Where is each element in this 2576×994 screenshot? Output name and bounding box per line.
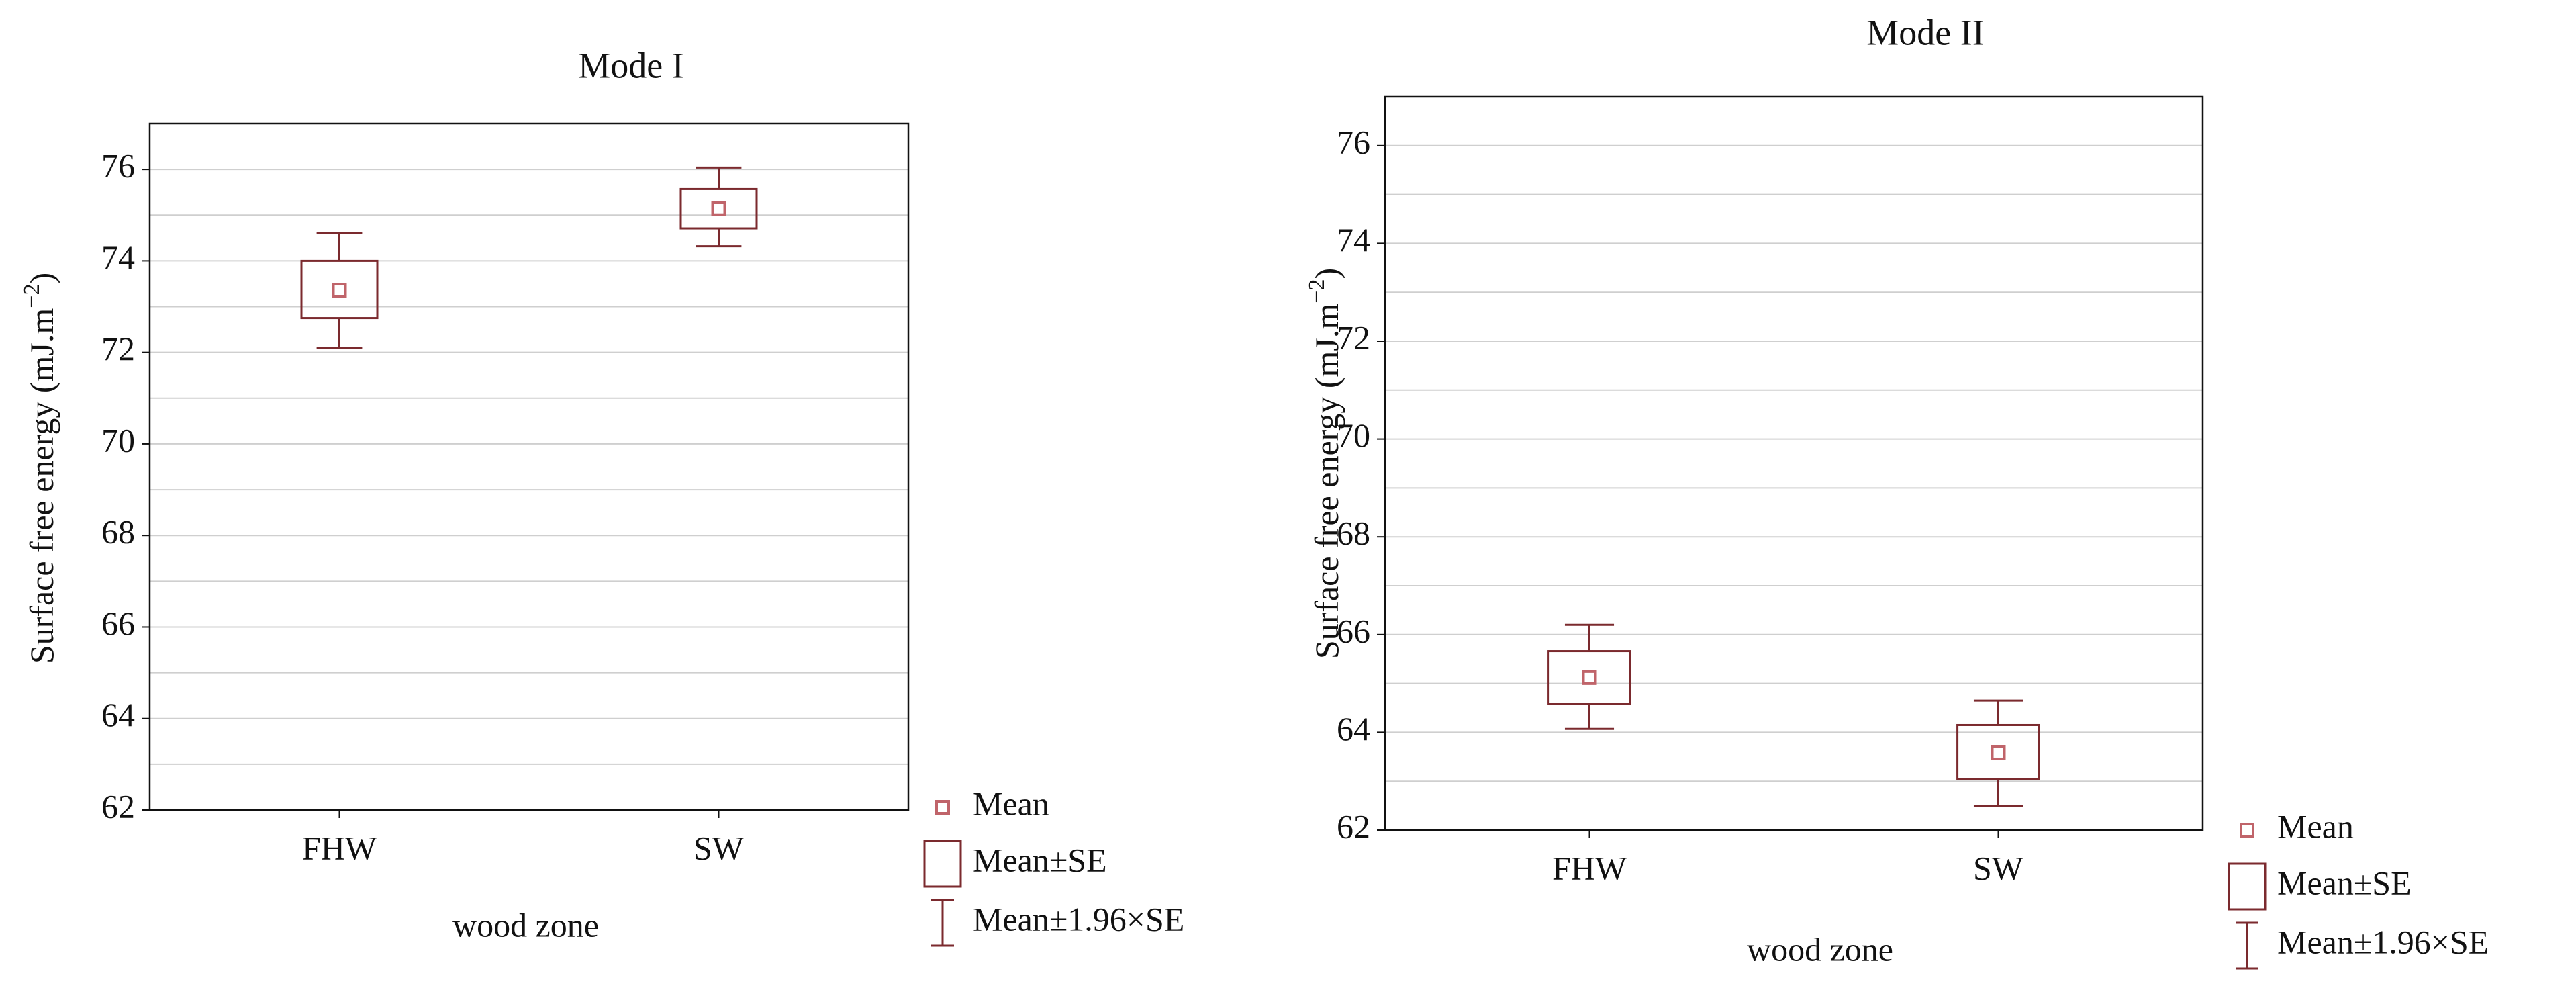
y-tick-label: 68 <box>101 513 135 551</box>
y-axis-label-sup: −2 <box>1304 279 1329 304</box>
mean-marker <box>1991 745 2006 760</box>
chart: Mode I 62 64 66 68 70 72 74 76 FHW SW wood zone Surf… <box>19 45 1184 947</box>
x-tick-label: FHW <box>302 829 377 866</box>
y-axis-label-end: ) <box>1308 268 1345 279</box>
y-tick-label: 64 <box>101 696 135 733</box>
y-tick-label: 66 <box>1337 612 1370 649</box>
whisker <box>316 232 363 349</box>
legend-se-box <box>2228 862 2267 911</box>
y-axis-label: Surface free energy (mJ.m−2) <box>19 273 61 664</box>
x-axis-label: wood zone <box>452 906 599 944</box>
mean-marker <box>1582 670 1597 685</box>
y-axis-label-end: ) <box>23 273 60 284</box>
y-tick-label: 66 <box>101 604 135 642</box>
y-axis-label-sup: −2 <box>19 284 44 308</box>
y-tick-label: 72 <box>1337 318 1370 356</box>
y-tick-label: 76 <box>1337 123 1370 161</box>
y-tick-label: 64 <box>1337 710 1370 748</box>
se-box <box>1547 650 1631 705</box>
legend-label: Mean±1.96×SE <box>2277 923 2489 960</box>
y-tick-label: 62 <box>1337 807 1370 845</box>
legend-label: Mean±SE <box>2277 864 2412 901</box>
chart-title: Mode I <box>578 45 683 85</box>
mean-marker <box>711 201 726 216</box>
y-axis-label-text: Surface free energy (mJ.m <box>23 308 60 664</box>
se-box <box>300 259 379 320</box>
whisker <box>696 166 742 248</box>
y-tick-label: 74 <box>1337 221 1370 259</box>
y-tick-label: 70 <box>101 421 135 459</box>
y-axis-label: Surface free energy (mJ.m−2) <box>1304 268 1346 659</box>
plot-frame <box>1384 95 2204 831</box>
y-tick-label: 70 <box>1337 416 1370 454</box>
y-tick-label: 74 <box>101 238 135 276</box>
chart: Mode II 62 64 66 68 70 72 74 76 FHW SW wood zone Sur… <box>1304 12 2489 970</box>
legend-label: Mean±SE <box>973 841 1107 878</box>
legend-whisker <box>931 899 954 947</box>
x-tick-label: FHW <box>1552 849 1627 887</box>
x-axis-label: wood zone <box>1747 930 1893 968</box>
se-box <box>679 187 758 230</box>
whisker <box>1564 623 1615 730</box>
y-axis-label-text: Surface free energy (mJ.m <box>1308 304 1345 660</box>
x-tick-label: SW <box>1973 849 2024 887</box>
y-tick-label: 62 <box>101 787 135 825</box>
legend-mean-marker <box>935 800 950 815</box>
legend-label: Mean <box>2277 807 2354 845</box>
y-tick-label: 68 <box>1337 514 1370 552</box>
plot-frame <box>148 122 910 811</box>
y-tick-label: 72 <box>101 330 135 367</box>
chart-title: Mode II <box>1866 12 1984 52</box>
legend-label: Mean±1.96×SE <box>973 900 1184 938</box>
legend-se-box <box>923 840 962 888</box>
x-tick-label: SW <box>694 829 745 866</box>
mean-marker <box>332 283 347 298</box>
legend-label: Mean <box>973 784 1049 822</box>
y-tick-label: 76 <box>101 147 135 185</box>
whisker <box>1973 699 2023 807</box>
legend-whisker <box>2236 921 2258 970</box>
se-box <box>1956 723 2040 780</box>
legend-mean-marker <box>2240 823 2254 838</box>
